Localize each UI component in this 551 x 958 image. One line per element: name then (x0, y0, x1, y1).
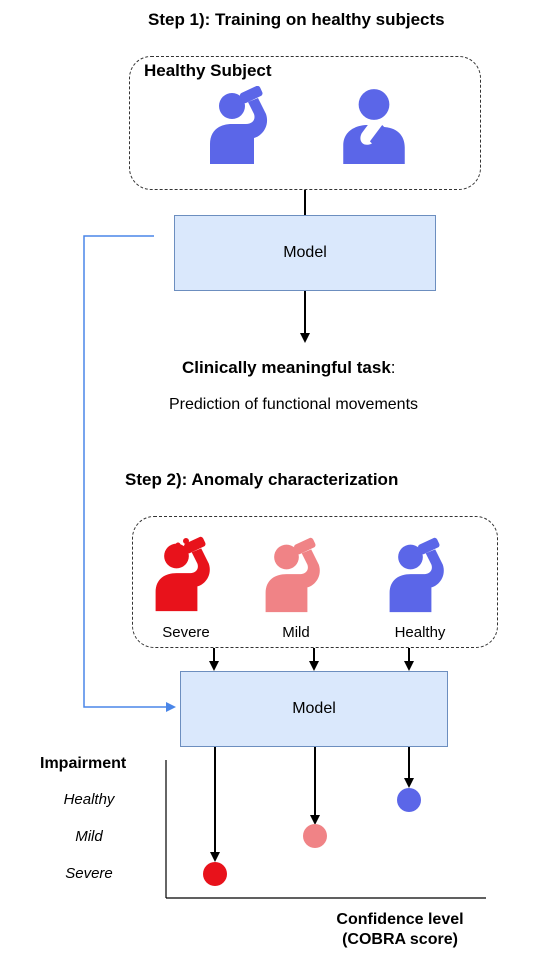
task-title: Clinically meaningful task: (182, 358, 396, 378)
severe-spill-icon (183, 538, 189, 544)
task-title-bold: Clinically meaningful task (182, 358, 391, 377)
confidence-line2: (COBRA score) (342, 931, 458, 948)
level-healthy: Healthy (63, 791, 115, 808)
healthy-drinking-figure-icon (210, 86, 268, 164)
level-mild: Mild (75, 828, 103, 845)
point-severe (203, 862, 227, 886)
healthy-subject-label: Healthy Subject (144, 61, 272, 80)
subject-label-mild: Mild (282, 624, 310, 641)
level-severe: Severe (65, 865, 113, 882)
subject-label-severe: Severe (162, 624, 210, 641)
impairment-title: Impairment (40, 755, 127, 772)
point-mild (303, 824, 327, 848)
model-box-step2: Model (180, 671, 448, 747)
confidence-line1: Confidence level (336, 911, 464, 928)
confidence-label: Confidence level (COBRA score) (320, 910, 480, 950)
point-healthy (397, 788, 421, 812)
subject-label-healthy: Healthy (394, 624, 446, 641)
model-label-step2: Model (292, 700, 336, 717)
anomaly-box (132, 516, 498, 648)
healthy-drinking-figure-icon-step2 (389, 536, 444, 613)
model-box-step1: Model (174, 215, 436, 291)
severe-spill-icon (175, 542, 181, 548)
healthy-chin-figure-icon (343, 89, 405, 164)
step2-title: Step 2): Anomaly characterization (125, 470, 399, 489)
step1-title: Step 1): Training on healthy subjects (148, 10, 445, 29)
task-title-colon: : (390, 358, 396, 377)
feedback-line (83, 235, 176, 712)
mild-drinking-figure-icon (265, 536, 320, 613)
model-label-step1: Model (283, 244, 327, 261)
task-subtitle: Prediction of functional movements (169, 396, 419, 413)
severe-drinking-figure-icon (155, 535, 210, 612)
healthy-subject-box (129, 56, 481, 190)
